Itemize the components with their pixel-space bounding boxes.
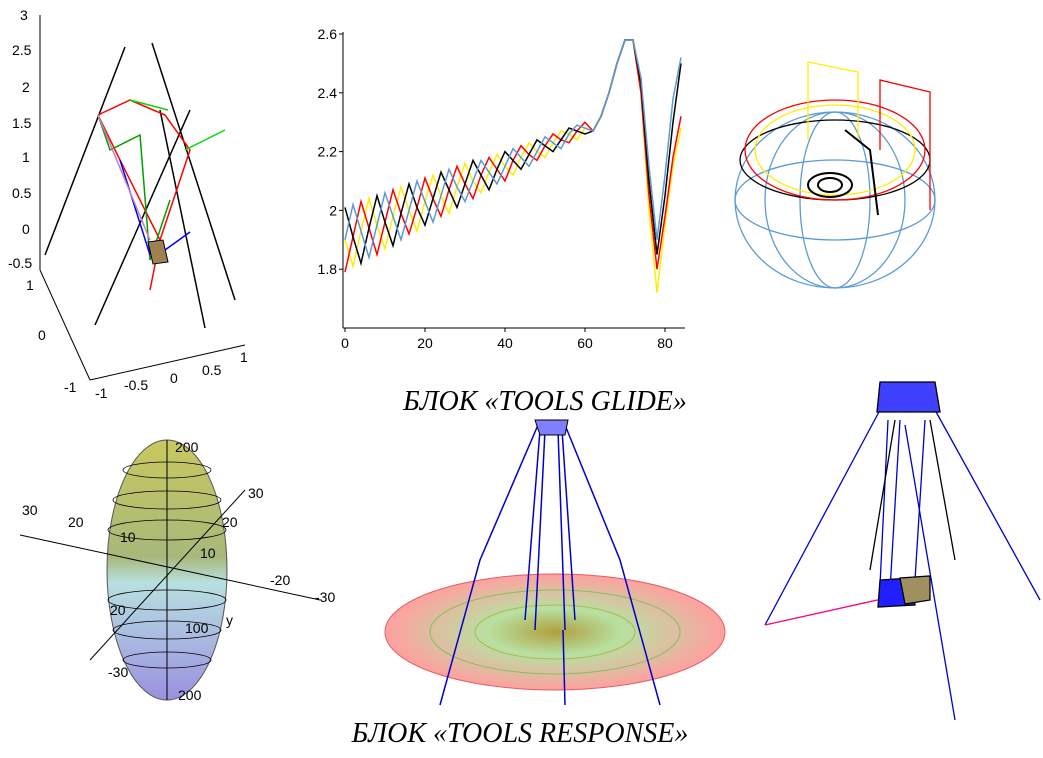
- x-tick-label: 0: [341, 335, 349, 351]
- tick-label: -30: [315, 589, 335, 605]
- y-tick-label: 1.8: [318, 261, 338, 277]
- plot-3d-ellipsoid: [20, 440, 320, 700]
- caption: БЛОК «TOOLS GLIDE»: [402, 386, 687, 417]
- tick-label: 0.5: [12, 185, 32, 201]
- x-tick-label: 20: [417, 335, 433, 351]
- plot-3d-tower: [385, 420, 725, 705]
- line-series: [345, 40, 681, 263]
- tick-label: 200: [175, 439, 199, 455]
- tick-label: 0: [38, 327, 46, 343]
- tick-label: 0: [170, 370, 178, 386]
- page: 3 2.5 2 1.5 1 0.5 0 -0.5 1 0 -1 -1 -0.5 …: [0, 0, 1043, 758]
- x-tick-label: 40: [497, 335, 513, 351]
- tick-label: -1: [64, 379, 77, 395]
- figure: 3 2.5 2 1.5 1 0.5 0 -0.5 1 0 -1 -1 -0.5 …: [0, 0, 1043, 758]
- plot-3d-frame: [40, 15, 245, 380]
- tick-label: 10: [120, 529, 136, 545]
- x-tick-label: 80: [657, 335, 673, 351]
- tick-label: 1.5: [12, 115, 32, 131]
- tick-label: -0.5: [8, 255, 32, 271]
- plot-3d-sphere: [735, 62, 935, 288]
- tick-labels-3d: 3 2.5 2 1.5 1 0.5 0 -0.5 1 0 -1 -1 -0.5 …: [8, 7, 248, 401]
- tick-label: 1: [26, 277, 34, 293]
- tick-label: 100: [185, 620, 209, 636]
- y-tick-label: 2.4: [318, 85, 338, 101]
- x-tick-label: 60: [577, 335, 593, 351]
- tick-label: 2: [22, 79, 30, 95]
- tick-label: 1: [240, 349, 248, 365]
- tick-label: 1: [22, 149, 30, 165]
- tick-label: 0.5: [202, 362, 222, 378]
- tick-label: 30: [248, 485, 264, 501]
- line-series: [345, 40, 681, 258]
- tick-label: 200: [178, 687, 202, 703]
- line-series: [345, 40, 681, 293]
- plot-3d-tripod: [765, 382, 1040, 720]
- tick-label: 20: [68, 514, 84, 530]
- tick-label: 20: [110, 602, 126, 618]
- tick-label: 30: [22, 502, 38, 518]
- y-tick-label: 2.6: [318, 26, 338, 42]
- tick-label: -0.5: [124, 377, 148, 393]
- tick-label: y: [226, 612, 233, 628]
- y-tick-label: 2: [329, 202, 337, 218]
- tick-label: 0: [22, 221, 30, 237]
- tick-label: 20: [222, 514, 238, 530]
- tick-label: 2.5: [12, 42, 32, 58]
- y-tick-label: 2.2: [318, 144, 338, 160]
- line-chart: 1.8 2 2.2 2.4 2.6 0 20 40 60 80: [318, 26, 685, 351]
- tick-label: 10: [200, 545, 216, 561]
- tick-label: -30: [108, 664, 128, 680]
- caption: БЛОК «TOOLS RESPONSE»: [351, 718, 689, 749]
- tick-label: 3: [20, 7, 28, 23]
- tick-label: -20: [270, 572, 290, 588]
- tick-label: -1: [95, 385, 108, 401]
